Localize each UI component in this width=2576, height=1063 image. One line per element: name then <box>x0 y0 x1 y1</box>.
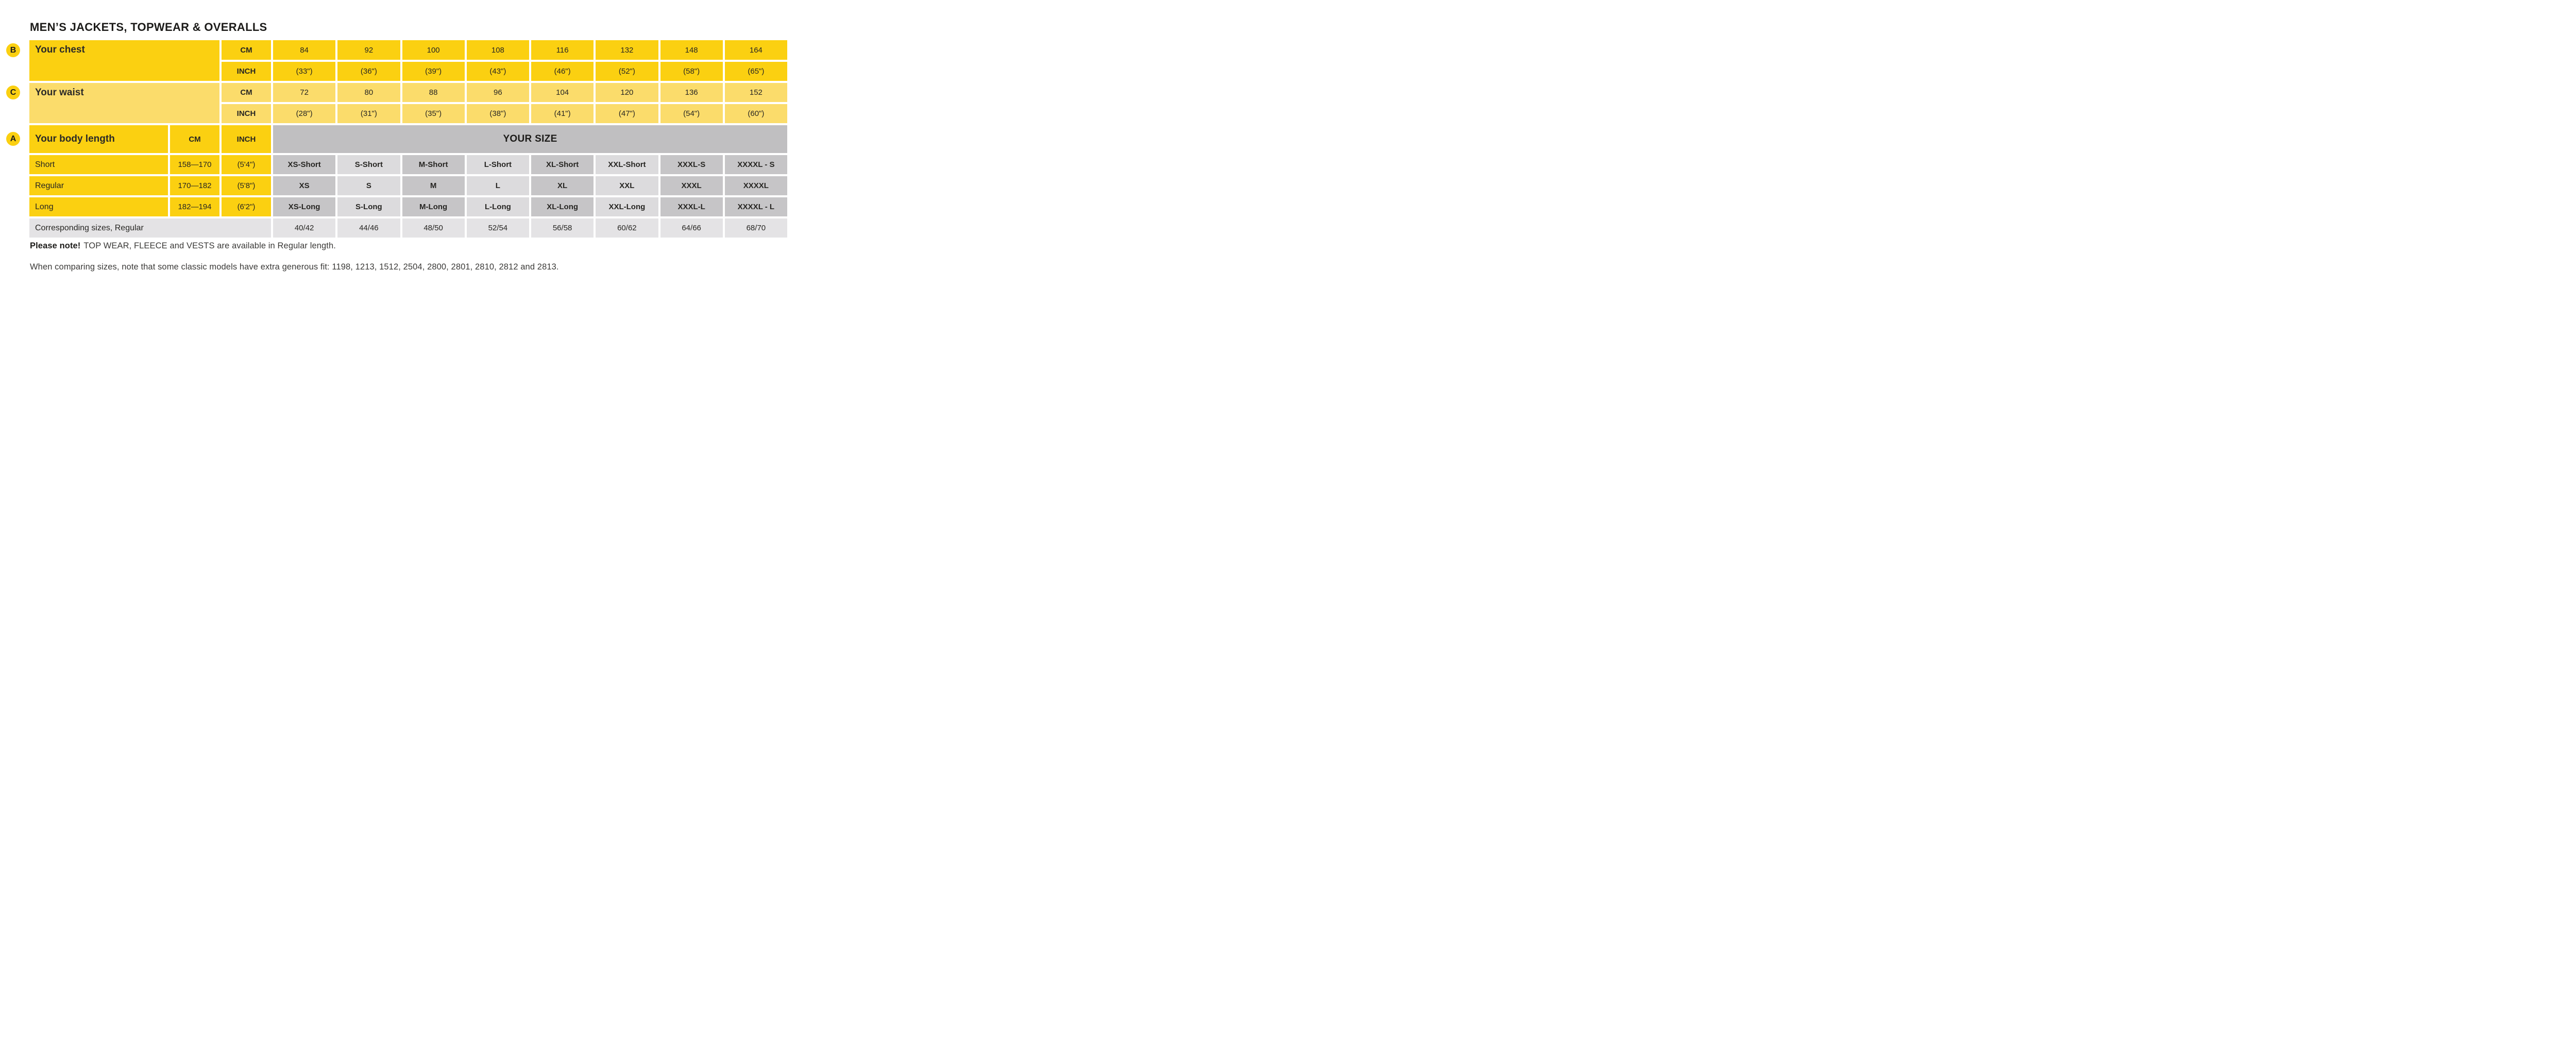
chest-cm-value: 92 <box>337 40 400 60</box>
waist-cm-value: 72 <box>273 83 336 102</box>
note-text: TOP WEAR, FLEECE and VESTS are available… <box>83 241 336 250</box>
corresponding-size-value: 64/66 <box>660 218 723 238</box>
chest-inch-header: INCH <box>222 62 271 81</box>
length-row-label: Short <box>29 155 168 174</box>
size-cell: XXXL <box>660 176 723 195</box>
size-cell: XS <box>273 176 336 195</box>
corresponding-size-value: 40/42 <box>273 218 336 238</box>
body-length-cm-header: CM <box>170 125 219 153</box>
page-title: MEN’S JACKETS, TOPWEAR & OVERALLS <box>30 21 267 33</box>
note-bold-prefix: Please note! <box>30 241 81 250</box>
size-cell: XXXL-L <box>660 197 723 216</box>
waist-cm-value: 120 <box>596 83 658 102</box>
size-cell: L <box>466 176 529 195</box>
size-cell: XXL-Short <box>596 155 658 174</box>
waist-badge: C <box>6 86 20 99</box>
size-cell: XXXL-S <box>660 155 723 174</box>
chest-cm-value: 148 <box>660 40 723 60</box>
waist-inch-header: INCH <box>222 104 271 123</box>
size-cell: M-Long <box>402 197 465 216</box>
length-inch-range: (6'2") <box>222 197 271 216</box>
corresponding-size-value: 48/50 <box>402 218 465 238</box>
chest-badge: B <box>6 43 20 57</box>
corresponding-size-value: 44/46 <box>337 218 400 238</box>
chest-inch-value: (52") <box>596 62 658 81</box>
waist-inch-value: (41") <box>531 104 594 123</box>
size-cell: S-Long <box>337 197 400 216</box>
size-cell: XL <box>531 176 594 195</box>
size-cell: XXL-Long <box>596 197 658 216</box>
chest-cm-value: 132 <box>596 40 658 60</box>
waist-inch-value: (31") <box>337 104 400 123</box>
size-cell: XXL <box>596 176 658 195</box>
size-cell: XS-Short <box>273 155 336 174</box>
size-cell: L-Long <box>466 197 529 216</box>
note-regular-length: Please note! TOP WEAR, FLEECE and VESTS a… <box>30 241 336 251</box>
chest-cm-value: 100 <box>402 40 465 60</box>
size-cell: XXXXL - S <box>724 155 787 174</box>
length-row-label: Long <box>29 197 168 216</box>
length-cm-range: 182—194 <box>170 197 219 216</box>
size-cell: S-Short <box>337 155 400 174</box>
size-cell: XL-Long <box>531 197 594 216</box>
size-cell: L-Short <box>466 155 529 174</box>
waist-cm-value: 80 <box>337 83 400 102</box>
body-length-label: Your body length <box>29 125 168 153</box>
size-cell: S <box>337 176 400 195</box>
your-size-header: YOUR SIZE <box>273 125 787 153</box>
waist-cm-value: 88 <box>402 83 465 102</box>
note-generous-fit: When comparing sizes, note that some cla… <box>30 262 559 272</box>
size-cell: XL-Short <box>531 155 594 174</box>
corresponding-size-value: 60/62 <box>596 218 658 238</box>
chest-cm-value: 84 <box>273 40 336 60</box>
waist-inch-value: (47") <box>596 104 658 123</box>
length-inch-range: (5'4") <box>222 155 271 174</box>
waist-inch-value: (54") <box>660 104 723 123</box>
size-cell: XXXXL <box>724 176 787 195</box>
waist-cm-value: 152 <box>724 83 787 102</box>
corresponding-size-value: 68/70 <box>724 218 787 238</box>
chest-cm-value: 116 <box>531 40 594 60</box>
size-chart-table: Your chest CM 84 92 100 108 116 132 148 … <box>29 40 787 238</box>
length-cm-range: 170—182 <box>170 176 219 195</box>
length-inch-range: (5'8") <box>222 176 271 195</box>
size-cell: M <box>402 176 465 195</box>
length-cm-range: 158—170 <box>170 155 219 174</box>
waist-cm-value: 96 <box>466 83 529 102</box>
chest-inch-value: (46") <box>531 62 594 81</box>
waist-inch-value: (60") <box>724 104 787 123</box>
chest-inch-value: (33") <box>273 62 336 81</box>
chest-cm-header: CM <box>222 40 271 60</box>
body-length-badge: A <box>6 132 20 146</box>
size-cell: M-Short <box>402 155 465 174</box>
chest-inch-value: (39") <box>402 62 465 81</box>
chest-inch-value: (36") <box>337 62 400 81</box>
corresponding-sizes-label: Corresponding sizes, Regular <box>29 218 271 238</box>
waist-inch-value: (35") <box>402 104 465 123</box>
chest-cm-value: 164 <box>724 40 787 60</box>
corresponding-size-value: 52/54 <box>466 218 529 238</box>
waist-cm-header: CM <box>222 83 271 102</box>
corresponding-size-value: 56/58 <box>531 218 594 238</box>
size-cell: XS-Long <box>273 197 336 216</box>
chest-label: Your chest <box>29 40 219 81</box>
body-length-inch-header: INCH <box>222 125 271 153</box>
size-cell: XXXXL - L <box>724 197 787 216</box>
chest-inch-value: (43") <box>466 62 529 81</box>
waist-inch-value: (28") <box>273 104 336 123</box>
waist-inch-value: (38") <box>466 104 529 123</box>
chest-inch-value: (58") <box>660 62 723 81</box>
waist-cm-value: 136 <box>660 83 723 102</box>
waist-cm-value: 104 <box>531 83 594 102</box>
length-row-label: Regular <box>29 176 168 195</box>
waist-label: Your waist <box>29 83 219 123</box>
chest-inch-value: (65") <box>724 62 787 81</box>
chest-cm-value: 108 <box>466 40 529 60</box>
